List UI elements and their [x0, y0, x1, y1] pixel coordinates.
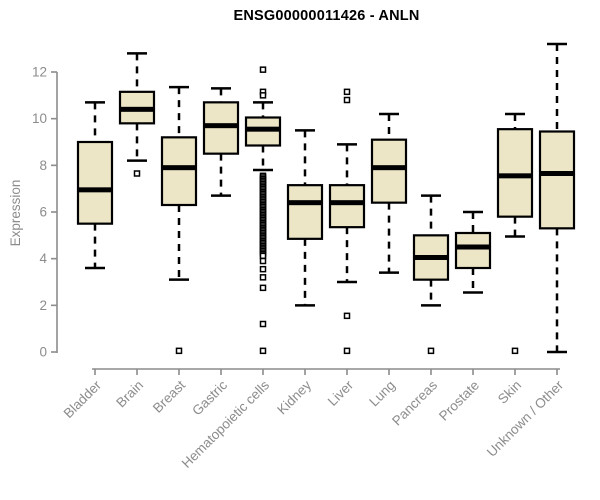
x-tick-label: Breast: [150, 377, 188, 415]
x-tick-label: Brain: [113, 378, 146, 411]
outlier-point: [259, 257, 267, 265]
iqr-box: [160, 136, 198, 207]
chart-title: ENSG00000011426 - ANLN: [233, 8, 420, 24]
outlier-point: [259, 284, 267, 292]
y-tick-label: 4: [39, 251, 47, 266]
boxplot-unknown-other: [538, 42, 576, 354]
outlier-point: [343, 347, 351, 355]
outlier-point: [259, 252, 267, 260]
outlier-point: [427, 347, 435, 355]
x-tick-label: Bladder: [61, 377, 105, 421]
outlier-point: [133, 170, 141, 177]
boxplot-skin: [496, 112, 534, 355]
iqr-box: [76, 140, 114, 225]
boxplot-brain: [118, 52, 156, 177]
median-line: [204, 123, 238, 129]
outlier-point: [259, 274, 267, 281]
outlier-point: [343, 96, 351, 104]
outlier-point: [259, 320, 267, 328]
y-axis: 0 2 4 6 8 10 12: [32, 65, 58, 360]
iqr-box: [538, 130, 576, 230]
boxplot-pancreas: [412, 194, 450, 355]
median-line: [162, 165, 196, 171]
boxplot-liver: [328, 88, 366, 355]
y-tick-label: 10: [32, 111, 47, 126]
x-tick-label: Liver: [325, 377, 357, 409]
boxplot-breast: [160, 85, 198, 355]
boxplot-lung: [370, 112, 408, 274]
y-tick-label: 8: [39, 158, 47, 173]
iqr-box: [454, 231, 492, 270]
x-tick-label: Unknown / Other: [484, 377, 567, 460]
iqr-box: [328, 184, 366, 229]
median-line: [78, 187, 112, 193]
outlier-point: [259, 347, 267, 355]
outlier-point: [511, 347, 519, 355]
y-tick-label: 6: [39, 205, 47, 220]
median-line: [372, 165, 406, 171]
median-line: [246, 126, 280, 132]
outlier-point: [259, 265, 267, 273]
outlier-point: [175, 347, 183, 355]
x-tick-label: Gastric: [189, 377, 230, 418]
x-tick-label: Lung: [366, 378, 398, 410]
iqr-box: [370, 138, 408, 204]
x-tick-label: Prostate: [436, 378, 482, 424]
boxplot-hematopoietic-cells: [244, 66, 282, 355]
boxplot-gastric: [202, 87, 240, 197]
x-tick-label: Pancreas: [389, 377, 440, 428]
y-tick-label: 12: [32, 65, 47, 80]
median-line: [456, 244, 490, 250]
median-line: [120, 106, 154, 112]
median-line: [414, 255, 448, 261]
median-line: [288, 200, 322, 206]
x-tick-label: Skin: [495, 378, 524, 407]
boxplot-prostate: [454, 210, 492, 294]
boxplot-kidney: [286, 129, 324, 307]
iqr-box: [496, 128, 534, 218]
outlier-point: [343, 88, 351, 96]
median-line: [330, 200, 364, 206]
outlier-point: [259, 92, 267, 99]
median-line: [540, 171, 574, 177]
median-line: [498, 173, 532, 179]
y-tick-label: 2: [39, 298, 47, 313]
outlier-point: [259, 66, 267, 73]
iqr-box: [286, 184, 324, 240]
x-tick-label: Kidney: [274, 377, 314, 417]
boxplot-bladder: [76, 101, 114, 270]
outlier-point: [343, 312, 351, 320]
y-tick-label: 0: [39, 345, 47, 360]
